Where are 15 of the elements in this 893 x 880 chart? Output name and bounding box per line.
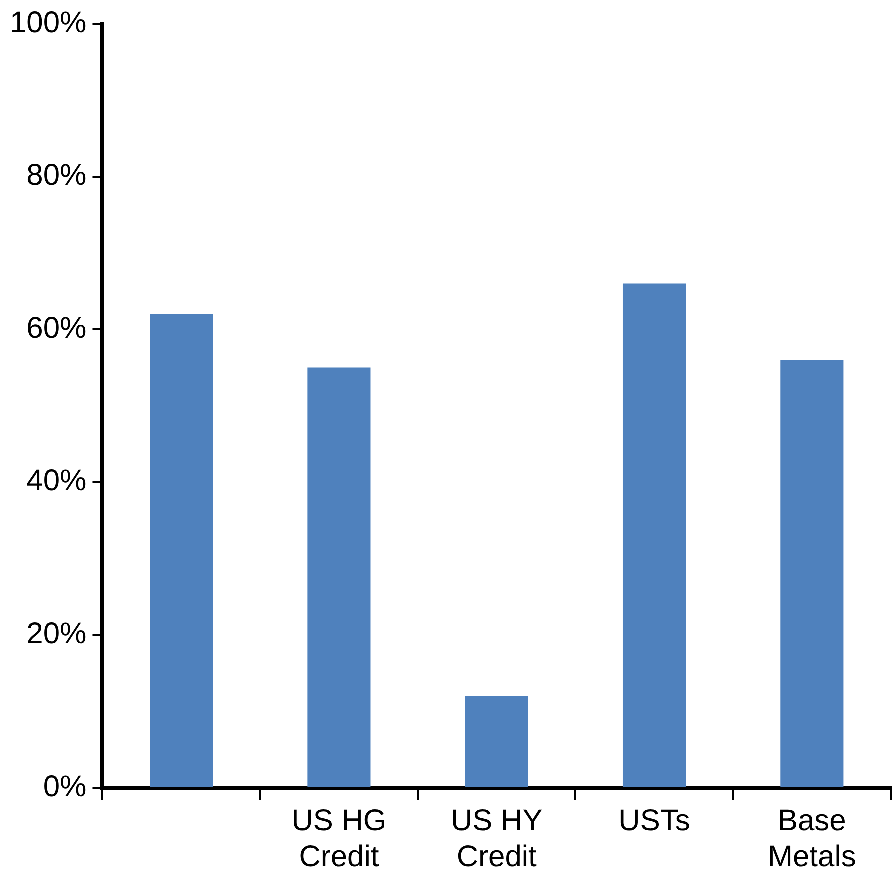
y-tick-label: 40% [26,464,87,498]
y-tick-label: 80% [26,159,87,192]
x-tick-label: USTs [618,804,690,838]
bar [780,360,844,787]
bar [150,314,214,787]
bar [622,284,686,787]
x-tick-label: US HY Credit [451,804,543,874]
y-tick-label: 0% [43,770,87,804]
y-tick-label: 100% [10,6,87,40]
y-tick-label: 60% [26,312,87,345]
bar [308,368,371,787]
bar [465,696,528,787]
y-tick-label: 20% [26,617,87,650]
x-tick-label: Base Metals [768,804,856,874]
x-tick-label: US HG Credit [292,804,387,874]
